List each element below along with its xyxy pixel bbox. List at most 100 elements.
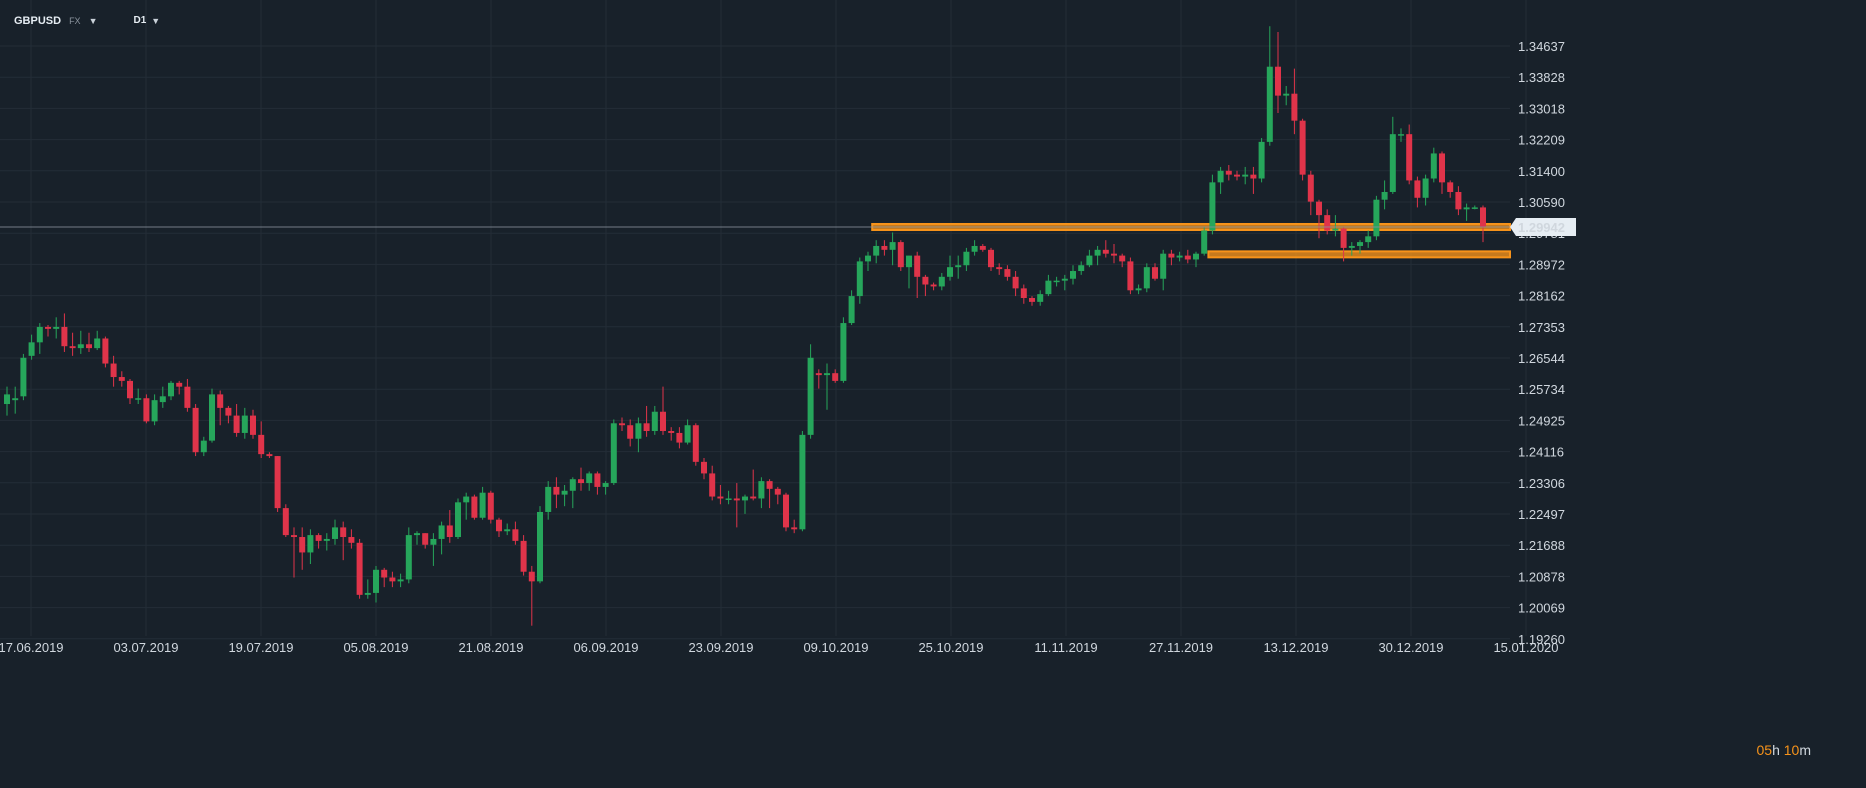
candle-bearish[interactable] — [520, 535, 527, 576]
candle-bearish[interactable] — [446, 510, 453, 543]
candle-bearish[interactable] — [930, 282, 937, 291]
candle-bearish[interactable] — [1299, 118, 1306, 181]
candle-bullish[interactable] — [1061, 274, 1068, 291]
candle-bullish[interactable] — [307, 529, 314, 565]
candle-bearish[interactable] — [1127, 257, 1134, 295]
candle-bearish[interactable] — [774, 486, 781, 505]
candle-bullish[interactable] — [1086, 249, 1093, 268]
candle-bullish[interactable] — [602, 481, 609, 495]
candle-bearish[interactable] — [594, 471, 601, 495]
symbol-dropdown-icon[interactable]: ▼ — [88, 15, 98, 26]
candle-bearish[interactable] — [1291, 68, 1298, 135]
candle-bearish[interactable] — [1004, 265, 1011, 281]
candle-bearish[interactable] — [1340, 226, 1347, 262]
candle-bullish[interactable] — [1070, 265, 1076, 285]
candle-bearish[interactable] — [274, 456, 281, 512]
candle-bullish[interactable] — [1037, 290, 1044, 306]
candle-bullish[interactable] — [1381, 180, 1388, 210]
candle-bullish[interactable] — [865, 251, 871, 272]
candle-bearish[interactable] — [233, 404, 240, 437]
candle-bullish[interactable] — [561, 484, 568, 507]
candle-bearish[interactable] — [86, 332, 92, 352]
candle-bearish[interactable] — [791, 519, 798, 534]
candle-bearish[interactable] — [1029, 296, 1035, 306]
candle-bearish[interactable] — [118, 371, 125, 387]
candle-bearish[interactable] — [127, 378, 133, 405]
candle-bullish[interactable] — [1389, 116, 1396, 194]
candle-bearish[interactable] — [676, 427, 683, 449]
candle-bullish[interactable] — [889, 232, 896, 266]
candle-bullish[interactable] — [1430, 147, 1437, 183]
candle-bullish[interactable] — [799, 431, 806, 532]
candle-bullish[interactable] — [373, 565, 379, 603]
candle-bearish[interactable] — [1455, 186, 1462, 216]
candle-bullish[interactable] — [610, 419, 617, 485]
candle-bearish[interactable] — [61, 313, 68, 352]
candle-bullish[interactable] — [569, 477, 576, 509]
candle-bullish[interactable] — [1357, 240, 1363, 254]
candle-bullish[interactable] — [209, 388, 215, 443]
candle-bearish[interactable] — [348, 529, 355, 549]
candle-bullish[interactable] — [758, 477, 765, 509]
candle-bearish[interactable] — [528, 565, 535, 626]
candle-bullish[interactable] — [1258, 138, 1265, 183]
candle-bearish[interactable] — [1184, 249, 1191, 264]
candle-bearish[interactable] — [102, 336, 109, 368]
candle-bearish[interactable] — [1480, 205, 1486, 243]
candle-bullish[interactable] — [1078, 261, 1085, 275]
candle-bearish[interactable] — [110, 355, 117, 387]
candle-bullish[interactable] — [856, 257, 863, 304]
candle-bullish[interactable] — [1209, 174, 1216, 235]
candle-bullish[interactable] — [840, 317, 847, 383]
candle-bearish[interactable] — [1447, 180, 1454, 198]
candle-bullish[interactable] — [323, 533, 330, 551]
candle-bearish[interactable] — [897, 240, 904, 272]
candle-bullish[interactable] — [955, 255, 962, 279]
candle-bearish[interactable] — [143, 394, 150, 424]
candle-bearish[interactable] — [701, 457, 707, 480]
candle-bearish[interactable] — [356, 538, 363, 599]
candle-bearish[interactable] — [783, 492, 789, 532]
candle-bullish[interactable] — [1053, 276, 1060, 287]
candle-bearish[interactable] — [1307, 170, 1314, 216]
candle-bullish[interactable] — [1283, 85, 1290, 106]
candle-bearish[interactable] — [733, 483, 740, 528]
candle-bullish[interactable] — [397, 573, 404, 588]
candle-bullish[interactable] — [241, 407, 248, 439]
candle-bullish[interactable] — [545, 481, 552, 520]
candle-bullish[interactable] — [742, 494, 748, 514]
candle-bearish[interactable] — [750, 469, 757, 501]
candle-bearish[interactable] — [1012, 271, 1019, 297]
candle-bearish[interactable] — [512, 521, 519, 545]
candle-bearish[interactable] — [643, 405, 650, 437]
candle-bullish[interactable] — [430, 533, 437, 566]
candle-bearish[interactable] — [815, 369, 822, 389]
candle-bullish[interactable] — [1176, 251, 1183, 262]
candle-bullish[interactable] — [332, 519, 338, 545]
candle-bearish[interactable] — [578, 467, 584, 491]
candle-bullish[interactable] — [405, 527, 412, 584]
candle-bullish[interactable] — [971, 240, 978, 256]
candle-bearish[interactable] — [914, 251, 921, 299]
candle-bearish[interactable] — [553, 477, 560, 509]
candle-bearish[interactable] — [1152, 263, 1158, 281]
candle-bullish[interactable] — [1373, 195, 1380, 241]
candle-bullish[interactable] — [364, 579, 371, 599]
candle-bearish[interactable] — [627, 419, 634, 447]
candle-bullish[interactable] — [1242, 166, 1249, 185]
candle-bullish[interactable] — [4, 386, 10, 416]
timeframe-selector[interactable]: D1 ▼ — [128, 12, 167, 29]
candle-bearish[interactable] — [1324, 209, 1331, 235]
candle-bearish[interactable] — [619, 417, 625, 432]
candle-bullish[interactable] — [1094, 245, 1101, 266]
candle-bullish[interactable] — [906, 255, 912, 289]
candle-bullish[interactable] — [807, 344, 814, 439]
candle-bullish[interactable] — [1160, 249, 1167, 291]
candle-bearish[interactable] — [1234, 170, 1240, 181]
candle-bearish[interactable] — [1111, 244, 1117, 264]
candle-bullish[interactable] — [1332, 215, 1339, 237]
candle-bullish[interactable] — [938, 272, 945, 291]
candle-bullish[interactable] — [159, 386, 166, 408]
candle-bullish[interactable] — [168, 380, 174, 401]
